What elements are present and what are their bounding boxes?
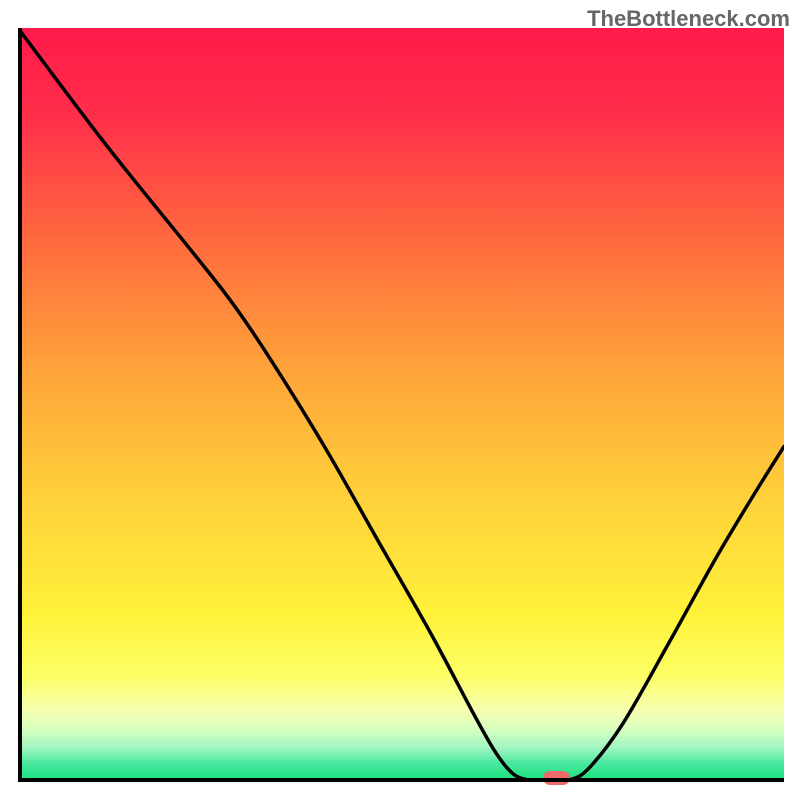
watermark-text: TheBottleneck.com bbox=[587, 6, 790, 32]
plot-area bbox=[18, 28, 784, 782]
x-axis-line bbox=[18, 778, 784, 782]
y-axis-line bbox=[18, 28, 22, 782]
bottleneck-chart: TheBottleneck.com bbox=[0, 0, 800, 800]
background-gradient bbox=[18, 28, 784, 782]
